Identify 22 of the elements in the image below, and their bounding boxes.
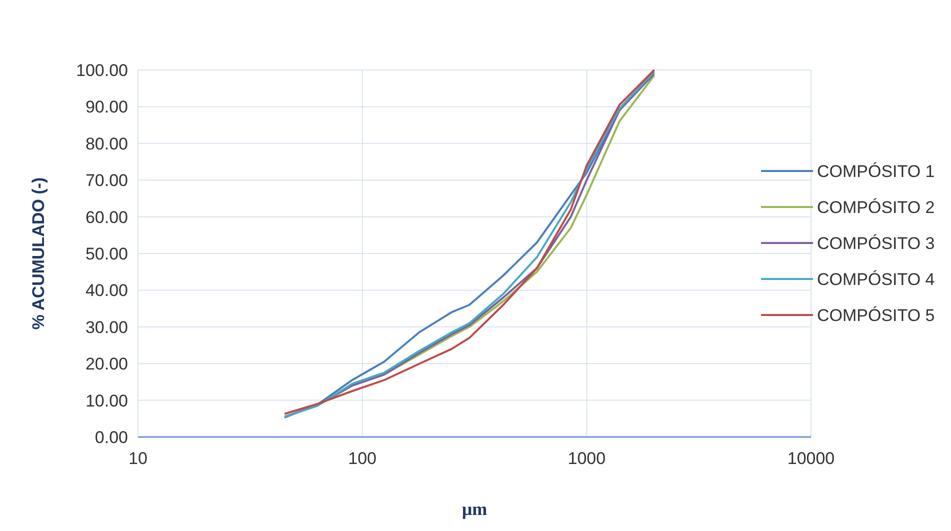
- x-tick-label: 1000: [568, 449, 606, 468]
- x-tick-label: 10: [128, 449, 148, 468]
- y-tick-label: 100.00: [76, 61, 128, 80]
- y-tick-label: 0.00: [94, 428, 128, 447]
- legend-label: COMPÓSITO 2: [817, 198, 935, 217]
- y-tick-label: 70.00: [85, 171, 128, 190]
- x-axis-title: µm: [462, 499, 488, 519]
- y-tick-label: 30.00: [85, 318, 128, 337]
- legend-label: COMPÓSITO 1: [817, 162, 935, 181]
- x-tick-label: 100: [348, 449, 377, 468]
- legend-label: COMPÓSITO 3: [817, 234, 935, 253]
- y-tick-label: 50.00: [85, 244, 128, 264]
- legend-label: COMPÓSITO 4: [817, 270, 935, 289]
- y-tick-label: 80.00: [85, 134, 128, 154]
- y-tick-label: 20.00: [85, 354, 128, 374]
- y-axis-title: % ACUMULADO (-): [29, 177, 48, 330]
- y-tick-label: 40.00: [85, 281, 128, 300]
- y-tick-label: 10.00: [85, 391, 128, 410]
- x-tick-label: 10000: [787, 449, 835, 468]
- y-tick-label: 90.00: [85, 98, 128, 117]
- y-tick-label: 60.00: [85, 208, 128, 227]
- legend-label: COMPÓSITO 5: [817, 306, 935, 325]
